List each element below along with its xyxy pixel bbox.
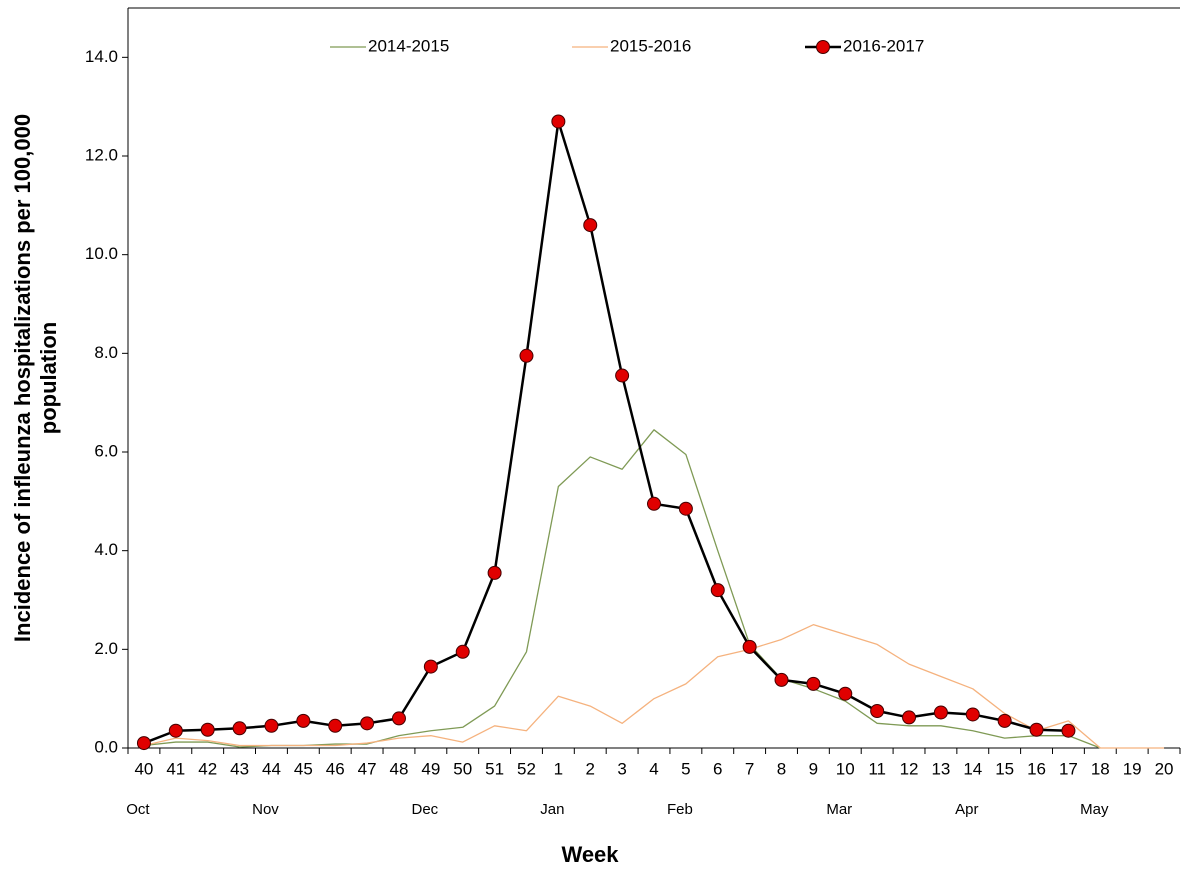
x-tick-label: 51: [485, 759, 504, 778]
data-point: [678, 501, 693, 516]
data-point: [615, 368, 630, 383]
data-point: [360, 716, 375, 731]
data-point: [232, 721, 247, 736]
x-tick-label: 40: [134, 759, 153, 778]
data-point: [551, 114, 566, 129]
data-point: [328, 718, 343, 733]
y-axis-title: Incidence of infleunza hospitalizations …: [10, 114, 61, 642]
x-tick-label: 12: [900, 759, 919, 778]
x-tick-label: 6: [713, 759, 722, 778]
data-point: [742, 639, 757, 654]
x-tick-label: 45: [294, 759, 313, 778]
data-point: [296, 713, 311, 728]
x-tick-label: 49: [421, 759, 440, 778]
month-label: Nov: [252, 801, 279, 818]
x-tick-label: 15: [995, 759, 1014, 778]
y-axis-title-line: Incidence of infleunza hospitalizations …: [10, 114, 35, 642]
y-tick-label: 10.0: [85, 244, 118, 263]
x-tick-label: 14: [963, 759, 982, 778]
data-point: [200, 722, 215, 737]
x-tick-label: 46: [326, 759, 345, 778]
x-tick-label: 18: [1091, 759, 1110, 778]
data-point: [264, 718, 279, 733]
data-point: [487, 565, 502, 580]
data-point: [136, 736, 151, 751]
data-point: [997, 713, 1012, 728]
month-label: May: [1080, 801, 1109, 818]
x-tick-label: 47: [358, 759, 377, 778]
y-tick-label: 8.0: [94, 343, 118, 362]
legend-label: 2014-2015: [368, 36, 449, 55]
month-label: Feb: [667, 801, 693, 818]
data-point: [710, 583, 725, 598]
x-tick-label: 8: [777, 759, 786, 778]
x-tick-label: 19: [1123, 759, 1142, 778]
month-label: Apr: [955, 801, 978, 818]
x-tick-label: 3: [617, 759, 626, 778]
data-point: [774, 672, 789, 687]
legend-marker: [816, 40, 830, 54]
x-axis-title: Week: [561, 842, 619, 867]
month-label: Mar: [826, 801, 852, 818]
x-tick-label: 16: [1027, 759, 1046, 778]
data-point: [933, 705, 948, 720]
month-label: Jan: [540, 801, 564, 818]
y-tick-label: 14.0: [85, 47, 118, 66]
series-line: [143, 120, 1069, 745]
y-tick-label: 12.0: [85, 145, 118, 164]
legend-label: 2015-2016: [610, 36, 691, 55]
y-tick-label: 4.0: [94, 540, 118, 559]
data-point: [902, 710, 917, 725]
data-point: [519, 348, 534, 363]
y-tick-label: 2.0: [94, 639, 118, 658]
series-line: [143, 429, 1101, 749]
x-tick-label: 2: [586, 759, 595, 778]
x-tick-label: 41: [166, 759, 185, 778]
x-tick-label: 48: [390, 759, 409, 778]
y-axis-title-line: population: [36, 322, 61, 434]
x-tick-label: 4: [649, 759, 658, 778]
data-point: [870, 704, 885, 718]
x-tick-label: 43: [230, 759, 249, 778]
x-tick-label: 9: [809, 759, 818, 778]
x-tick-label: 11: [868, 759, 886, 778]
x-tick-label: 42: [198, 759, 217, 778]
data-point: [838, 686, 853, 701]
month-label: Dec: [412, 801, 439, 818]
data-point: [391, 711, 406, 726]
x-tick-label: 52: [517, 759, 536, 778]
x-tick-label: 10: [836, 759, 855, 778]
y-tick-label: 6.0: [94, 441, 118, 460]
data-point: [455, 644, 470, 659]
x-tick-label: 50: [453, 759, 472, 778]
data-point: [1061, 723, 1076, 738]
series-line: [143, 624, 1165, 749]
x-tick-label: 13: [931, 759, 950, 778]
x-tick-label: 17: [1059, 759, 1078, 778]
legend-label: 2016-2017: [843, 36, 924, 55]
data-point: [423, 659, 438, 674]
month-label: Oct: [126, 801, 150, 818]
x-tick-label: 44: [262, 759, 281, 778]
data-point: [583, 218, 598, 233]
x-tick-label: 5: [681, 759, 690, 778]
data-point: [965, 707, 980, 722]
data-point: [806, 676, 821, 691]
x-tick-label: 1: [554, 759, 563, 778]
y-tick-label: 0.0: [94, 737, 118, 756]
x-tick-label: 7: [745, 759, 754, 778]
data-point: [647, 496, 661, 511]
data-point: [168, 723, 183, 738]
data-point: [1029, 722, 1044, 737]
x-tick-label: 20: [1155, 759, 1174, 778]
